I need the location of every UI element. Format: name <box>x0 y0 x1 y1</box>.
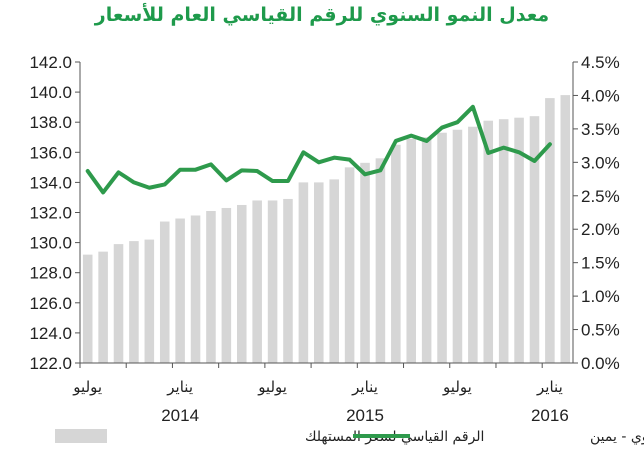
bar <box>129 241 139 363</box>
bar <box>144 239 155 363</box>
left-axis-tick-label: 134.0 <box>29 173 72 192</box>
x-axis-month-label: يناير <box>536 378 563 396</box>
left-axis-tick-label: 124.0 <box>29 324 72 343</box>
bar <box>283 198 293 363</box>
bars-layer <box>82 95 571 364</box>
x-axis-month-label: يوليو <box>257 378 287 396</box>
right-axis-tick-label: 2.0% <box>581 220 620 239</box>
right-axis-tick-label: 4.5% <box>581 53 620 72</box>
x-axis-month-label: يوليو <box>442 378 472 396</box>
axes-layer <box>75 61 578 368</box>
right-axis-tick-label: 2.5% <box>581 187 620 206</box>
right-axis-tick-label: 1.0% <box>581 287 620 306</box>
legend-bar-swatch <box>55 429 107 443</box>
legend-line-label: معدل النمو السنوي - يمين <box>590 429 644 445</box>
x-axis-year-label: 2015 <box>346 406 384 425</box>
bar <box>375 158 386 363</box>
bar <box>498 119 509 363</box>
bar <box>206 211 216 363</box>
bar <box>437 132 447 363</box>
bar <box>267 200 278 363</box>
bar <box>344 167 355 363</box>
chart-title: معدل النمو السنوي للرقم القياسي العام لل… <box>94 4 550 26</box>
bar <box>175 218 185 363</box>
bar <box>545 98 555 364</box>
bar <box>314 182 324 363</box>
bar <box>468 126 478 363</box>
bar <box>452 129 463 363</box>
left-axis-tick-label: 122.0 <box>29 354 72 373</box>
left-axis-tick-label: 142.0 <box>29 53 72 72</box>
bar <box>98 251 108 363</box>
right-axis-tick-label: 0.5% <box>581 321 620 340</box>
right-axis-tick-label: 0.0% <box>581 354 620 373</box>
bar <box>529 116 540 364</box>
bar <box>406 138 417 363</box>
bar <box>514 117 524 364</box>
x-axis-month-label: يوليو <box>72 378 102 396</box>
bar <box>190 215 201 363</box>
bar <box>360 162 370 363</box>
right-axis-tick-label: 3.5% <box>581 120 620 139</box>
x-axis-year-label: 2016 <box>531 406 569 425</box>
bar <box>483 120 494 363</box>
bar <box>221 207 232 363</box>
x-axis-month-label: يناير <box>351 378 378 396</box>
left-axis-tick-label: 130.0 <box>29 234 72 253</box>
bar <box>236 204 247 363</box>
right-axis-tick-label: 3.0% <box>581 153 620 172</box>
growth-rate-line <box>85 104 552 195</box>
bar <box>560 95 571 364</box>
bar <box>159 221 170 363</box>
x-axis-month-label: يناير <box>166 378 193 396</box>
x-axis-year-label: 2014 <box>161 406 199 425</box>
bar <box>113 244 124 363</box>
bar <box>329 179 339 363</box>
bar <box>421 137 432 363</box>
bar <box>252 200 262 363</box>
right-axis-tick-label: 1.5% <box>581 254 620 273</box>
right-axis-tick-label: 4.0% <box>581 86 620 105</box>
left-axis-tick-label: 140.0 <box>29 83 72 102</box>
bar <box>298 182 309 363</box>
left-axis-tick-label: 126.0 <box>29 294 72 313</box>
bar <box>82 254 93 363</box>
left-axis-tick-label: 128.0 <box>29 264 72 283</box>
bar <box>391 144 401 363</box>
legend: الرقم القياسي لسعر المستهلك معدل النمو ا… <box>55 429 644 445</box>
left-axis-tick-label: 138.0 <box>29 113 72 132</box>
line-layer <box>85 104 552 195</box>
labels-layer: 142.0 140.0 138.0 136.0 134.0 132.0 130.0 128.0… <box>29 53 619 425</box>
left-axis-tick-label: 136.0 <box>29 143 72 162</box>
left-axis-tick-label: 132.0 <box>29 204 72 223</box>
